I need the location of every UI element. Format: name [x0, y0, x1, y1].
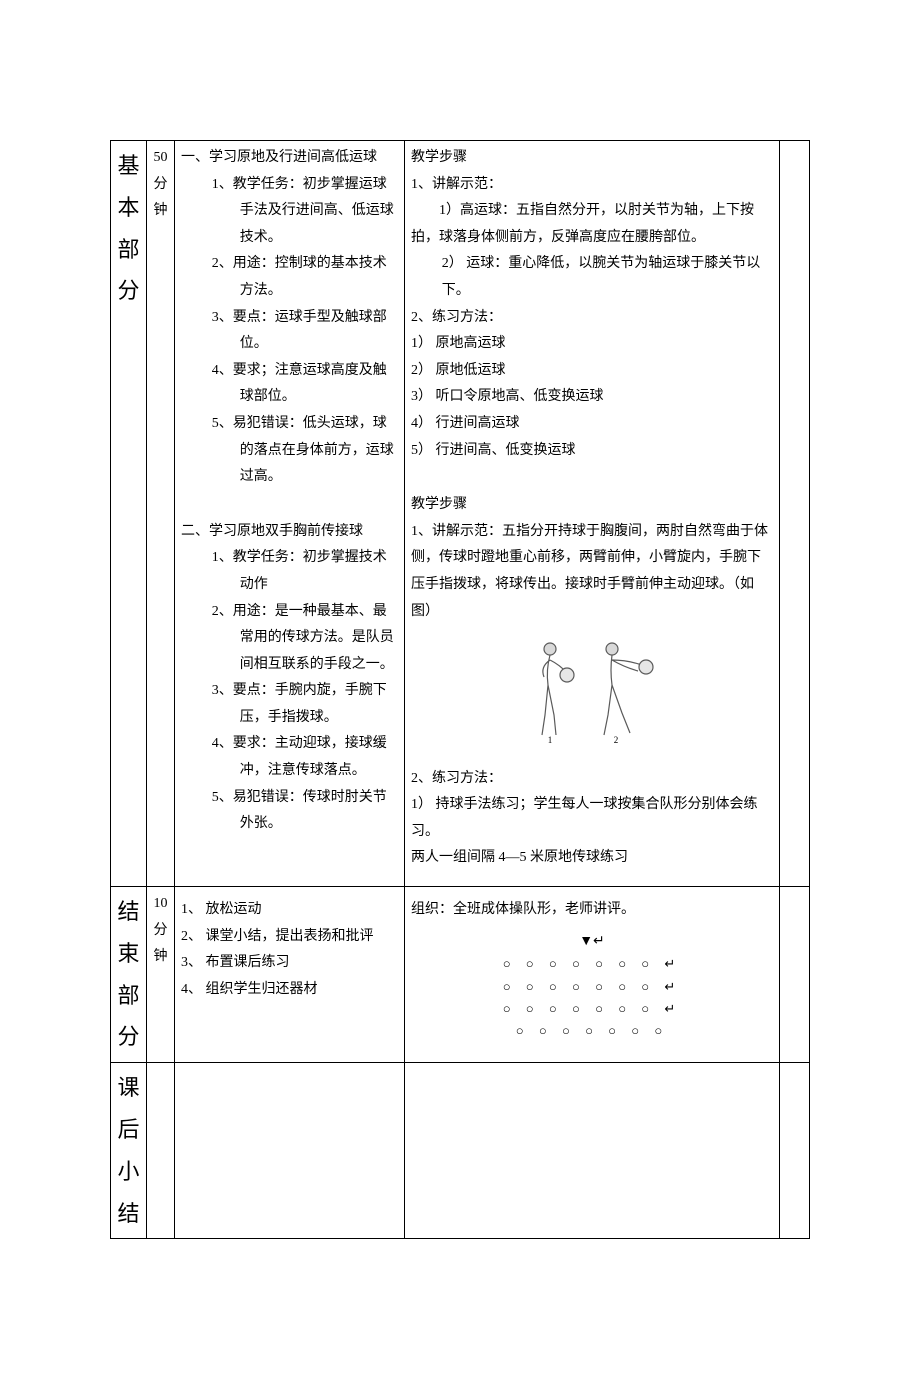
fig-caption-1: 1: [548, 735, 553, 745]
formation-row: ○ ○ ○ ○ ○ ○ ○ ↵: [411, 998, 773, 1020]
row-basic: 基本部分 50分钟 一、学习原地及行进间高低运球 1、教学任务：初步掌握运球手法…: [111, 141, 810, 887]
formation-row: ○ ○ ○ ○ ○ ○ ○ ↵: [411, 953, 773, 975]
section-label-text: 课后小结: [117, 1075, 139, 1225]
end-end-cell: [780, 887, 810, 1063]
basic-end-cell: [780, 141, 810, 887]
steps2-practice-tail: 两人一组间隔 4—5 米原地传球练习: [411, 845, 773, 872]
page: 基本部分 50分钟 一、学习原地及行进间高低运球 1、教学任务：初步掌握运球手法…: [0, 0, 920, 1379]
topic2-heading: 二、学习原地双手胸前传接球: [181, 519, 398, 546]
steps2-heading: 教学步骤: [411, 492, 773, 519]
end-org: 组织：全班成体操队形，老师讲评。: [411, 897, 773, 924]
steps1-practice-label: 2、练习方法：: [411, 305, 773, 332]
teacher-mark-icon: ▼↵: [411, 930, 773, 954]
section-label-text: 基本部分: [117, 153, 139, 303]
end-left-item: 1、 放松运动: [181, 897, 398, 924]
time-label-end: 10分钟: [147, 887, 175, 1063]
after-end-cell: [780, 1063, 810, 1239]
basic-right-content: 教学步骤 1、讲解示范： 1）高运球：五指自然分开，以肘关节为轴，上下按拍，球落…: [405, 141, 780, 887]
basic-left-content: 一、学习原地及行进间高低运球 1、教学任务：初步掌握运球手法及行进间高、低运球技…: [175, 141, 405, 887]
topic1-item: 2、用途：控制球的基本技术方法。: [212, 251, 398, 304]
steps1-explain-item: 1）高运球：五指自然分开，以肘关节为轴，上下按拍，球落身体侧前方，反弹高度应在腰…: [411, 198, 773, 251]
section-label-basic: 基本部分: [111, 141, 147, 887]
row-end: 结束部分 10分钟 1、 放松运动 2、 课堂小结，提出表扬和批评 3、 布置课…: [111, 887, 810, 1063]
steps1-explain-label: 1、讲解示范：: [411, 172, 773, 199]
after-right-cell: [405, 1063, 780, 1239]
pass-figure-icon: 1 2: [512, 635, 672, 745]
topic1: 一、学习原地及行进间高低运球 1、教学任务：初步掌握运球手法及行进间高、低运球技…: [181, 145, 398, 491]
steps1-practice-item: 2） 原地低运球: [411, 358, 773, 385]
steps1-practice-item: 1） 原地高运球: [411, 331, 773, 358]
time-text: 50分钟: [154, 150, 168, 218]
steps2-explain: 1、讲解示范：五指分开持球于胸腹间，两肘自然弯曲于体侧，传球时蹬地重心前移，两臂…: [411, 519, 773, 625]
section-label-text: 结束部分: [117, 899, 139, 1049]
steps1-heading: 教学步骤: [411, 145, 773, 172]
topic2-item: 3、要点：手腕内旋，手腕下压，手指拨球。: [212, 678, 398, 731]
topic2-item: 4、要求：主动迎球，接球缓冲，注意传球落点。: [212, 731, 398, 784]
steps1-practice-item: 3） 听口令原地高、低变换运球: [411, 384, 773, 411]
steps1: 教学步骤 1、讲解示范： 1）高运球：五指自然分开，以肘关节为轴，上下按拍，球落…: [411, 145, 773, 464]
after-left-cell: [175, 1063, 405, 1239]
topic1-item: 3、要点：运球手型及触球部位。: [212, 305, 398, 358]
formation-row: ○ ○ ○ ○ ○ ○ ○ ↵: [411, 976, 773, 998]
topic1-item: 5、易犯错误：低头运球，球的落点在身体前方，运球过高。: [212, 411, 398, 491]
time-text: 10分钟: [154, 896, 168, 964]
steps1-practice-item: 5） 行进间高、低变换运球: [411, 438, 773, 465]
after-time-cell: [147, 1063, 175, 1239]
end-left-item: 4、 组织学生归还器材: [181, 977, 398, 1004]
section-label-after: 课后小结: [111, 1063, 147, 1239]
topic2-item: 5、易犯错误：传球时肘关节外张。: [212, 785, 398, 838]
end-left-content: 1、 放松运动 2、 课堂小结，提出表扬和批评 3、 布置课后练习 4、 组织学…: [175, 887, 405, 1063]
topic2-item: 1、教学任务：初步掌握技术动作: [212, 545, 398, 598]
steps2-practice-item: 1） 持球手法练习；学生每人一球按集合队形分别体会练习。: [411, 792, 773, 845]
steps1-practice-item: 4） 行进间高运球: [411, 411, 773, 438]
steps2-practice-label: 2、练习方法：: [411, 766, 773, 793]
section-label-end: 结束部分: [111, 887, 147, 1063]
topic1-item: 4、要求；注意运球高度及触球部位。: [212, 358, 398, 411]
end-right-content: 组织：全班成体操队形，老师讲评。 ▼↵ ○ ○ ○ ○ ○ ○ ○ ↵ ○ ○ …: [405, 887, 780, 1063]
formation-row: ○ ○ ○ ○ ○ ○ ○: [411, 1020, 773, 1042]
fig-caption-2: 2: [614, 735, 619, 745]
steps2: 教学步骤 1、讲解示范：五指分开持球于胸腹间，两肘自然弯曲于体侧，传球时蹬地重心…: [411, 492, 773, 872]
formation-diagram: ▼↵ ○ ○ ○ ○ ○ ○ ○ ↵ ○ ○ ○ ○ ○ ○ ○ ↵ ○ ○ ○…: [411, 930, 773, 1042]
end-left-item: 2、 课堂小结，提出表扬和批评: [181, 924, 398, 951]
end-left-item: 3、 布置课后练习: [181, 950, 398, 977]
topic1-heading: 一、学习原地及行进间高低运球: [181, 145, 398, 172]
time-label-basic: 50分钟: [147, 141, 175, 887]
steps1-explain-item: 2） 运球：重心降低，以腕关节为轴运球于膝关节以下。: [442, 251, 773, 304]
topic2-item: 2、用途：是一种最基本、最常用的传球方法。是队员间相互联系的手段之一。: [212, 599, 398, 679]
row-after: 课后小结: [111, 1063, 810, 1239]
lesson-plan-table: 基本部分 50分钟 一、学习原地及行进间高低运球 1、教学任务：初步掌握运球手法…: [110, 140, 810, 1239]
topic2: 二、学习原地双手胸前传接球 1、教学任务：初步掌握技术动作 2、用途：是一种最基…: [181, 519, 398, 838]
topic1-item: 1、教学任务：初步掌握运球手法及行进间高、低运球技术。: [212, 172, 398, 252]
pass-illustration: 1 2: [411, 635, 773, 756]
